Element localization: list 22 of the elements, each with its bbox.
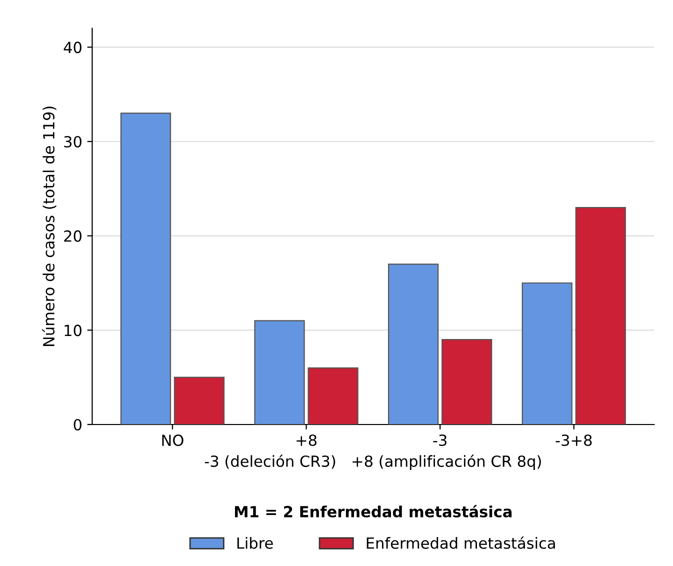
bar [308, 367, 358, 424]
bar [174, 376, 225, 424]
x-tick-label: +8 [296, 434, 316, 446]
bar [575, 206, 626, 424]
y-tick-label: 10 [64, 324, 82, 336]
y-tick-label: 20 [64, 230, 82, 242]
legend-title: M1 = 2 Enfermedad metastásica [235, 504, 512, 518]
bar [442, 339, 492, 424]
bar [254, 320, 305, 424]
bar [522, 282, 572, 424]
x-axis-title: -3 (deleción CR3) +8 (amplificación CR 8q) [204, 454, 541, 470]
legend-label: Enfermedad metastásica [366, 536, 555, 549]
bar [120, 112, 172, 424]
bar [388, 264, 439, 424]
y-axis-title: Número de casos (total de 119) [42, 106, 56, 346]
y-tick-label: 40 [64, 42, 82, 54]
y-tick-label: 0 [74, 418, 82, 431]
x-tick-label: -3 [433, 434, 446, 446]
x-tick-label: -3+8 [556, 434, 592, 446]
y-tick-label: 30 [64, 136, 82, 148]
legend-label: Libre [237, 537, 273, 549]
x-tick-label: NO [162, 434, 184, 446]
